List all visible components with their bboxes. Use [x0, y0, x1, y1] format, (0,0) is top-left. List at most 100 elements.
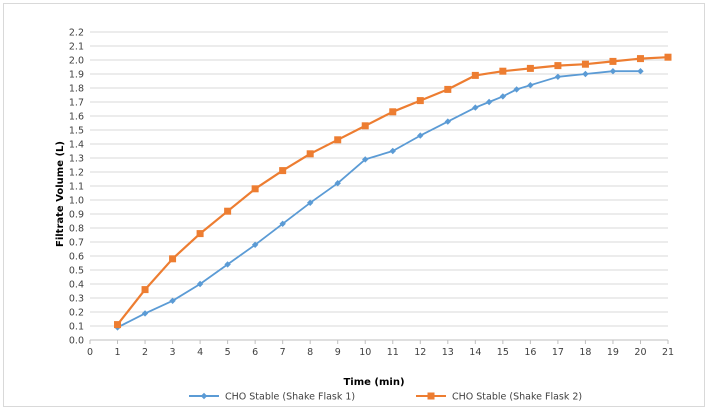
data-point: [444, 85, 452, 93]
data-point: [581, 60, 589, 68]
data-point: [582, 70, 589, 78]
x-tick-label: 16: [524, 347, 536, 358]
y-tick-label: 2.1: [69, 42, 84, 53]
data-point: [389, 108, 397, 116]
series-1: [114, 68, 644, 331]
x-tick-label: 19: [607, 347, 619, 358]
y-tick-label: 0.4: [69, 280, 84, 291]
data-point: [664, 53, 672, 61]
tick-labels: 0.0 0.1 0.2 0.3 0.4 0.5 0.6 0.7 0.8 0.9 1.0 1.1 1.2 1…: [69, 28, 674, 359]
data-point: [416, 97, 424, 105]
y-tick-label: 0.7: [69, 238, 84, 249]
data-point: [499, 67, 507, 75]
legend-label: CHO Stable (Shake Flask 2): [452, 392, 582, 403]
y-tick-label: 0.6: [69, 252, 84, 263]
series-2: [114, 53, 672, 329]
x-tick-label: 13: [442, 347, 454, 358]
x-tick-label: 2: [142, 347, 148, 358]
data-point: [169, 297, 176, 304]
data-point: [417, 132, 424, 139]
data-point: [485, 98, 493, 106]
legend: CHO Stable (Shake Flask 1) CHO Stable (Sh…: [189, 392, 582, 403]
y-tick-label: 1.5: [69, 126, 84, 137]
data-point: [306, 199, 314, 206]
data-point: [334, 180, 341, 187]
data-point: [526, 64, 534, 72]
legend-item: CHO Stable (Shake Flask 1): [189, 392, 355, 403]
data-point: [196, 280, 204, 288]
x-tick-label: 9: [335, 347, 341, 358]
data-point: [637, 68, 644, 75]
data-point: [472, 104, 479, 111]
y-tick-label: 1.2: [69, 168, 84, 179]
line-chart: 0.0 0.1 0.2 0.3 0.4 0.5 0.6 0.7 0.8 0.9 1.0 1.1 1.2 1…: [55, 28, 674, 403]
data-point: [554, 73, 562, 80]
y-tick-label: 0.3: [69, 294, 84, 305]
y-tick-label: 1.4: [69, 140, 84, 151]
y-tick-label: 0.0: [69, 336, 84, 347]
x-axis-title: Time (min): [343, 377, 404, 388]
x-tick-label: 10: [359, 347, 371, 358]
data-point: [224, 207, 232, 215]
x-tick-label: 3: [170, 347, 176, 358]
axes: [89, 339, 669, 344]
data-point: [427, 392, 435, 400]
x-tick-label: 21: [662, 347, 674, 358]
y-tick-label: 0.8: [69, 224, 84, 235]
x-tick-label: 14: [469, 347, 481, 358]
x-tick-label: 7: [280, 347, 286, 358]
y-tick-label: 0.2: [69, 308, 84, 319]
y-tick-label: 1.1: [69, 182, 84, 193]
data-point: [609, 68, 617, 75]
data-point: [200, 392, 208, 400]
y-tick-label: 1.7: [69, 98, 84, 109]
data-point: [306, 150, 314, 158]
data-point: [251, 241, 259, 248]
y-tick-label: 0.5: [69, 266, 84, 277]
data-point: [141, 286, 149, 294]
data-point: [499, 93, 507, 100]
y-tick-label: 0.1: [69, 322, 84, 333]
data-point: [224, 261, 231, 268]
x-tick-label: 1: [115, 347, 121, 358]
data-point: [196, 230, 204, 238]
data-point: [361, 122, 369, 130]
x-tick-label: 20: [634, 347, 646, 358]
series-line: [117, 70, 641, 329]
x-tick-label: 17: [552, 347, 564, 358]
data-point: [141, 310, 149, 317]
y-tick-label: 2.0: [69, 56, 84, 67]
data-point: [636, 55, 644, 63]
data-point: [471, 71, 479, 79]
y-tick-label: 1.3: [69, 154, 84, 165]
y-tick-label: 0.9: [69, 210, 84, 221]
x-tick-label: 12: [414, 347, 426, 358]
data-point: [513, 86, 520, 93]
x-tick-label: 4: [197, 347, 203, 358]
x-tick-label: 0: [87, 347, 93, 358]
data-point: [251, 185, 259, 193]
y-tick-label: 1.9: [69, 70, 84, 81]
legend-label: CHO Stable (Shake Flask 1): [225, 392, 355, 403]
data-point: [554, 62, 562, 70]
data-point: [334, 136, 342, 144]
y-tick-label: 1.0: [69, 196, 84, 207]
gridlines: [90, 31, 668, 327]
x-tick-label: 5: [225, 347, 231, 358]
x-tick-label: 18: [579, 347, 591, 358]
y-tick-label: 1.6: [69, 112, 84, 123]
data-point: [362, 156, 369, 163]
y-tick-label: 2.2: [69, 28, 84, 39]
data-point: [114, 321, 122, 329]
y-tick-label: 1.8: [69, 84, 84, 95]
data-point: [527, 82, 534, 89]
y-axis-title: Filtrate Volume (L): [55, 141, 66, 247]
x-tick-label: 11: [387, 347, 399, 358]
data-point: [169, 255, 177, 263]
x-tick-label: 15: [497, 347, 509, 358]
data-point: [444, 118, 452, 125]
data-point: [279, 220, 286, 227]
data-point: [279, 167, 287, 175]
data-point: [609, 57, 617, 65]
data-point: [389, 147, 396, 155]
